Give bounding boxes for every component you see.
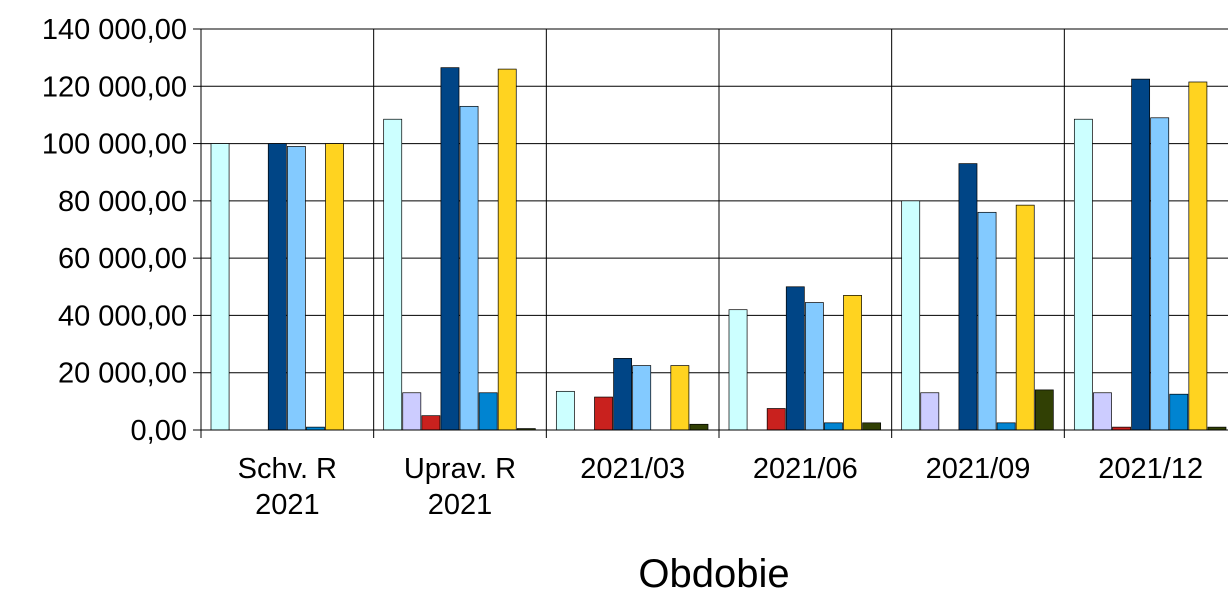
y-tick-label: 80 000,00 <box>58 186 187 218</box>
bar <box>1131 78 1151 431</box>
bar <box>632 365 652 431</box>
bar <box>459 105 479 431</box>
bar <box>824 422 843 431</box>
x-axis-title: Obdobie <box>638 552 789 589</box>
bar <box>843 295 862 431</box>
bar <box>421 415 441 431</box>
bar <box>862 422 882 431</box>
x-category-label-line: 2021/06 <box>753 453 858 485</box>
bar <box>1169 393 1189 431</box>
y-tick-label: 100 000,00 <box>42 129 187 161</box>
bar <box>804 302 824 431</box>
bar <box>977 211 997 431</box>
bar <box>766 408 786 431</box>
bar <box>555 390 575 431</box>
bar <box>478 392 498 431</box>
bar <box>996 422 1016 431</box>
bar <box>325 143 344 431</box>
bar <box>670 365 690 431</box>
bar <box>1015 204 1035 431</box>
bar <box>785 286 805 431</box>
x-category-label: 2021/09 <box>926 453 1031 485</box>
bar <box>1188 81 1208 431</box>
axes <box>193 28 1228 431</box>
x-category-label-line: 2021/03 <box>580 453 685 485</box>
y-tick-label: 0,00 <box>131 415 187 447</box>
bar <box>958 163 978 431</box>
bar <box>901 200 921 431</box>
bar <box>1093 392 1112 431</box>
x-category-label: Schv. R 2021 <box>238 453 337 521</box>
bar <box>594 396 613 431</box>
bar <box>286 146 306 431</box>
x-category-label-line: 2021/09 <box>926 453 1031 485</box>
y-tick-label: 60 000,00 <box>58 243 187 275</box>
y-tick-label: 140 000,00 <box>42 14 187 46</box>
bar <box>613 358 633 431</box>
bar <box>210 143 230 431</box>
x-category-label-line: 2021 <box>428 489 493 521</box>
x-category-label-line: Uprav. R <box>404 453 516 485</box>
x-category-labels: Schv. R 2021 Uprav. R 2021 2021/03 2021/06 202… <box>238 453 1203 521</box>
bar <box>497 68 517 431</box>
y-tick-label: 40 000,00 <box>58 300 187 332</box>
bar <box>1150 117 1170 431</box>
bar <box>402 392 422 431</box>
bar <box>728 309 748 431</box>
bar <box>1073 118 1093 431</box>
bar <box>920 392 940 431</box>
x-category-label: Uprav. R 2021 <box>404 453 516 521</box>
x-category-label-line: Schv. R <box>238 453 337 485</box>
gridlines <box>200 28 1228 438</box>
y-tick-labels: 0,00 20 000,00 40 000,00 60 000,00 80 000,00… <box>42 14 187 447</box>
y-tick-label: 20 000,00 <box>58 358 187 390</box>
bars-group <box>210 67 1227 431</box>
x-category-label-line: 2021 <box>255 489 320 521</box>
x-category-label-line: 2021/12 <box>1098 453 1203 485</box>
bar <box>1034 389 1054 431</box>
y-tick-label: 120 000,00 <box>42 71 187 103</box>
bar <box>440 67 460 431</box>
x-category-label: 2021/12 <box>1098 453 1203 485</box>
bar <box>689 423 709 431</box>
x-category-label: 2021/03 <box>580 453 685 485</box>
bar <box>383 118 403 431</box>
bar <box>267 143 287 431</box>
x-category-label: 2021/06 <box>753 453 858 485</box>
